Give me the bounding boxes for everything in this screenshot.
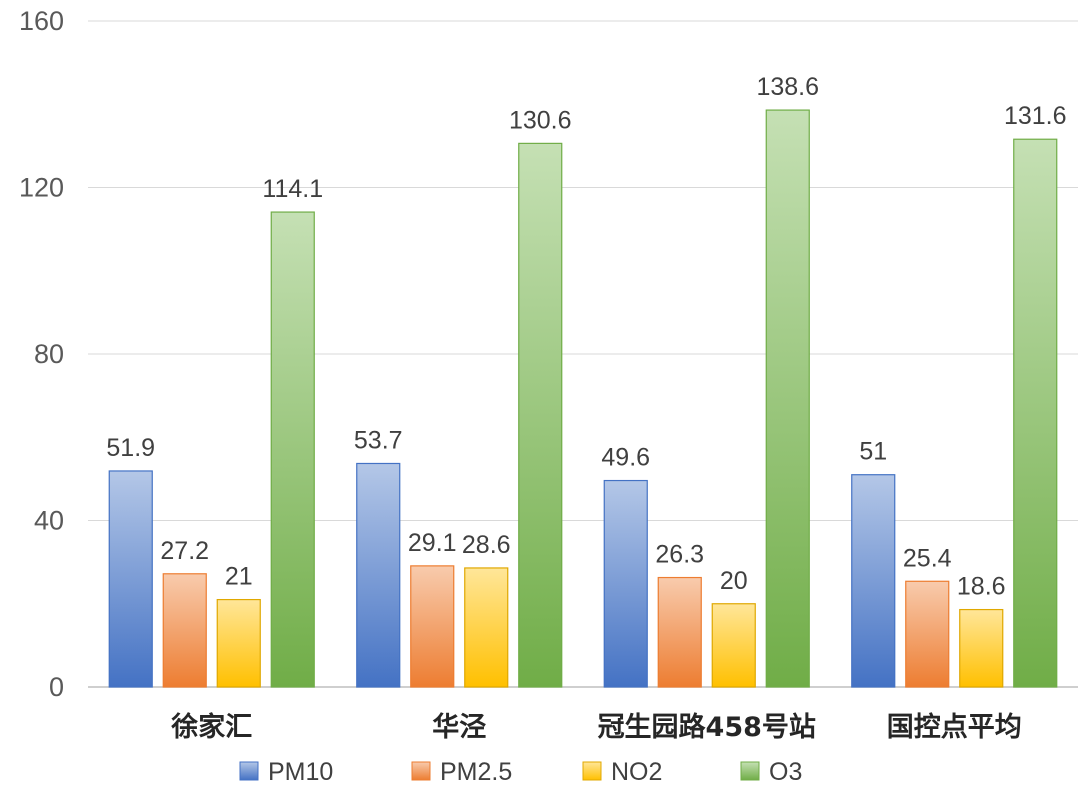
bars [108, 109, 1058, 688]
bar-pm10-2 [603, 479, 648, 688]
data-label: 25.4 [903, 544, 952, 572]
bar-pm25-1 [410, 565, 455, 688]
bar-o3-3 [1013, 138, 1058, 688]
bar-no2-0 [216, 598, 261, 688]
data-label: 28.6 [462, 531, 511, 559]
x-axis-categories: 徐家汇 华泾 冠生园路458号站 国控点平均 [170, 711, 1022, 743]
y-tick-label: 40 [34, 506, 64, 536]
data-label: 29.1 [408, 529, 457, 557]
legend-label: PM10 [268, 758, 333, 786]
legend-swatch [411, 761, 431, 781]
data-label: 53.7 [354, 426, 403, 454]
data-label: 51 [859, 438, 887, 466]
category-label: 国控点平均 [887, 712, 1022, 743]
category-label: 冠生园路458号站 [598, 711, 816, 743]
bar-pm25-0 [162, 573, 207, 688]
legend-label: O3 [769, 758, 802, 786]
y-tick-label: 0 [49, 672, 64, 702]
data-label: 130.6 [509, 106, 572, 134]
bar-o3-1 [518, 142, 563, 688]
bar-o3-0 [270, 211, 315, 688]
category-label: 徐家汇 [170, 711, 252, 743]
bar-pm10-3 [851, 474, 896, 688]
bar-no2-2 [711, 603, 756, 688]
legend-swatch [740, 761, 760, 781]
data-label: 131.6 [1004, 102, 1067, 130]
y-tick-label: 80 [34, 339, 64, 369]
data-label: 114.1 [262, 175, 323, 203]
data-label: 138.6 [756, 73, 819, 101]
legend-label: PM2.5 [440, 758, 512, 786]
y-tick-label: 160 [19, 6, 64, 36]
data-label: 20 [720, 567, 748, 595]
legend-label: NO2 [611, 758, 662, 786]
data-label: 18.6 [957, 573, 1006, 601]
bar-pm10-1 [356, 462, 401, 688]
y-tick-label: 120 [19, 173, 64, 203]
data-label: 27.2 [160, 537, 209, 565]
data-label: 51.9 [106, 434, 155, 462]
y-axis-ticks: 0 40 80 120 160 [19, 6, 64, 702]
legend-swatch [239, 761, 259, 781]
category-label: 华泾 [432, 711, 486, 743]
data-label: 21 [225, 563, 253, 591]
bar-no2-3 [959, 608, 1004, 688]
bar-pm25-2 [657, 576, 702, 688]
bar-pm10-0 [108, 470, 153, 688]
legend-swatch [582, 761, 602, 781]
data-label: 26.3 [655, 541, 704, 569]
legend: PM10 PM2.5 NO2 O3 [239, 758, 802, 786]
bar-no2-1 [464, 567, 509, 688]
bar-pm25-3 [905, 580, 950, 688]
data-labels: 51.9 27.2 21 114.1 53.7 29.1 28.6 130.6 49.6 26.3… [106, 73, 1066, 601]
data-label: 49.6 [601, 444, 650, 472]
bar-o3-2 [765, 109, 810, 688]
